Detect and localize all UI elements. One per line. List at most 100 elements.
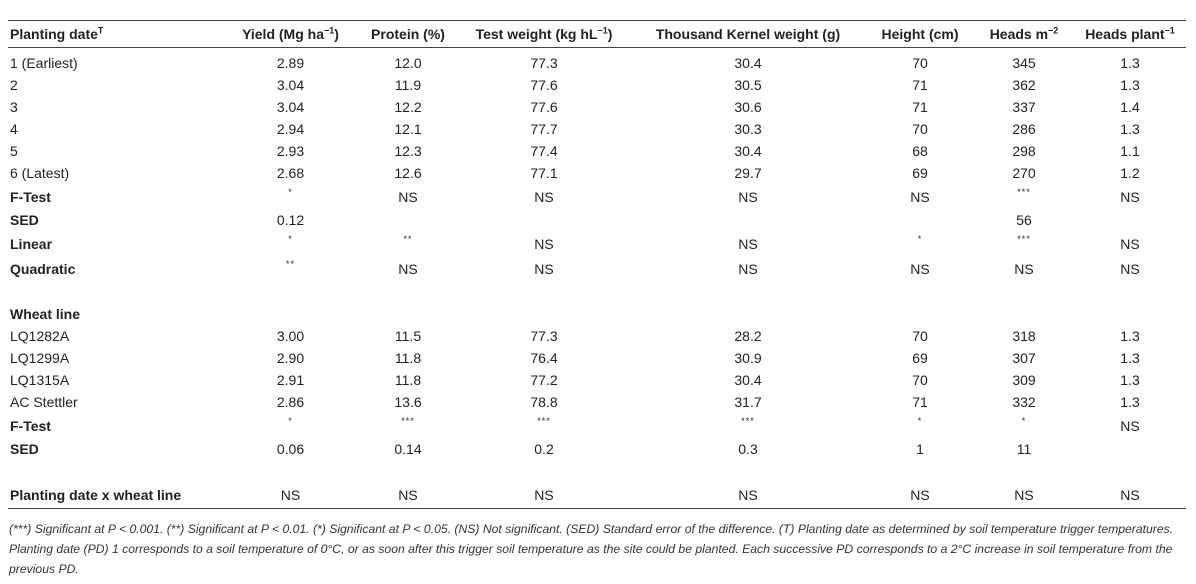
table-cell: * bbox=[917, 234, 923, 244]
table-cell: NS bbox=[974, 482, 1074, 509]
table-cell: 12.0 bbox=[394, 55, 422, 71]
row-label: Wheat line bbox=[10, 306, 81, 322]
table-cell: 0.06 bbox=[276, 441, 305, 457]
table-row: Quadratic ** NS NS NS NS NS NS bbox=[8, 256, 1186, 281]
spacer-row bbox=[8, 460, 1186, 482]
table-cell: 2.90 bbox=[276, 350, 305, 366]
table-cell: *** bbox=[401, 416, 415, 426]
table-cell: 1.3 bbox=[1120, 372, 1140, 388]
table-cell: NS bbox=[738, 188, 758, 205]
table-cell bbox=[458, 281, 630, 303]
table-cell: 11.8 bbox=[394, 372, 422, 388]
table-cell: 77.3 bbox=[530, 328, 558, 344]
table-cell bbox=[974, 281, 1074, 303]
row-label: SED bbox=[10, 212, 39, 228]
table-cell: NS bbox=[398, 260, 418, 277]
column-header-suffix: ) bbox=[607, 26, 613, 42]
table-row: LQ1282A 3.00 11.5 77.3 28.2 70 318 1.3 bbox=[8, 325, 1186, 347]
table-cell: NS bbox=[1074, 482, 1186, 509]
column-header: Test weight (kg hL−1) bbox=[458, 21, 630, 48]
table-cell: 2.93 bbox=[276, 143, 305, 159]
table-cell: 30.6 bbox=[734, 99, 762, 115]
row-label: 4 bbox=[10, 121, 18, 137]
table-cell: 29.7 bbox=[734, 165, 762, 181]
table-cell: 69 bbox=[912, 165, 928, 181]
table-cell bbox=[866, 209, 974, 231]
table-row: 5 2.93 12.3 77.4 30.4 68 298 1.1 bbox=[8, 140, 1186, 162]
table-cell: 12.6 bbox=[394, 165, 422, 181]
table-cell: 1.1 bbox=[1120, 143, 1140, 159]
row-label: AC Stettler bbox=[10, 394, 78, 410]
table-cell: 30.4 bbox=[734, 143, 762, 159]
table-cell: 2.91 bbox=[276, 372, 305, 388]
table-cell bbox=[458, 209, 630, 231]
table-body: 1 (Earliest) 2.89 12.0 77.3 30.4 70 345 1.3 2 3.0… bbox=[8, 48, 1186, 509]
table-cell: 3.04 bbox=[276, 99, 305, 115]
table-row: SED 0.06 0.14 0.2 0.3 1 11 bbox=[8, 438, 1186, 460]
column-header-label: Thousand Kernel weight (g) bbox=[655, 26, 841, 42]
table-row: 3 3.04 12.2 77.6 30.6 71 337 1.4 bbox=[8, 96, 1186, 118]
table-cell: NS bbox=[534, 188, 554, 205]
table-row: F-Test * *** *** *** * * NS bbox=[8, 413, 1186, 438]
results-table: Planting dateT Yield (Mg ha−1) Protein (%)… bbox=[8, 20, 1186, 509]
table-row: LQ1315A 2.91 11.8 77.2 30.4 70 309 1.3 bbox=[8, 369, 1186, 391]
table-cell: 76.4 bbox=[530, 350, 558, 366]
table-cell: 11 bbox=[1016, 441, 1032, 457]
table-cell: 1 bbox=[916, 441, 924, 457]
table-cell: 28.2 bbox=[734, 328, 762, 344]
row-label bbox=[8, 281, 223, 303]
table-cell: 286 bbox=[1012, 121, 1036, 137]
table-cell: 362 bbox=[1012, 77, 1036, 93]
row-label: SED bbox=[10, 441, 39, 457]
table-cell: 77.2 bbox=[530, 372, 558, 388]
column-header-label: Heads m bbox=[989, 26, 1049, 42]
table-cell: 1.3 bbox=[1120, 328, 1140, 344]
table-cell: 332 bbox=[1012, 394, 1036, 410]
table-cell: 77.6 bbox=[530, 77, 558, 93]
column-header-superscript: T bbox=[97, 25, 104, 36]
table-cell bbox=[458, 460, 630, 482]
table-cell: *** bbox=[741, 416, 755, 426]
table-cell: 30.3 bbox=[734, 121, 762, 137]
column-header-label: Planting date bbox=[10, 26, 98, 42]
table-cell: *** bbox=[1017, 234, 1031, 244]
table-cell: NS bbox=[1120, 188, 1140, 205]
row-label: 2 bbox=[10, 77, 18, 93]
column-header: Heads m−2 bbox=[974, 21, 1074, 48]
table-row: Planting date x wheat line NS NS NS NS NS NS NS bbox=[8, 482, 1186, 509]
table-cell: 2.68 bbox=[276, 165, 305, 181]
row-label bbox=[8, 460, 223, 482]
table-row: F-Test * NS NS NS NS *** NS bbox=[8, 184, 1186, 209]
table-cell bbox=[866, 460, 974, 482]
table-cell: 345 bbox=[1012, 55, 1036, 71]
table-cell: 2.94 bbox=[276, 121, 305, 137]
table-cell bbox=[866, 281, 974, 303]
table-cell: * bbox=[288, 234, 293, 244]
table-cell: NS bbox=[223, 482, 358, 509]
table-cell bbox=[223, 303, 358, 325]
table-cell: NS bbox=[1014, 260, 1034, 277]
table-cell: 30.4 bbox=[734, 55, 762, 71]
table-cell: 0.12 bbox=[276, 212, 305, 228]
table-cell: * bbox=[1021, 416, 1027, 426]
table-cell: NS bbox=[534, 260, 554, 277]
table-cell: 70 bbox=[912, 328, 928, 344]
table-cell: 70 bbox=[912, 121, 928, 137]
table-cell: 71 bbox=[912, 99, 928, 115]
table-cell: 3.00 bbox=[276, 328, 305, 344]
spacer-row bbox=[8, 281, 1186, 303]
table-cell bbox=[866, 303, 974, 325]
table-cell: 1.2 bbox=[1120, 165, 1140, 181]
table-cell: ** bbox=[285, 259, 295, 269]
table-cell bbox=[974, 303, 1074, 325]
table-cell: 1.3 bbox=[1120, 77, 1140, 93]
table-cell: 1.3 bbox=[1120, 121, 1140, 137]
table-cell: 30.4 bbox=[734, 372, 762, 388]
table-cell: 12.1 bbox=[394, 121, 422, 137]
table-cell: 70 bbox=[912, 55, 928, 71]
table-cell: 0.14 bbox=[394, 441, 422, 457]
table-row: SED 0.12 56 bbox=[8, 209, 1186, 231]
table-cell: NS bbox=[866, 482, 974, 509]
table-cell: 77.6 bbox=[530, 99, 558, 115]
table-cell: 56 bbox=[1016, 212, 1032, 228]
